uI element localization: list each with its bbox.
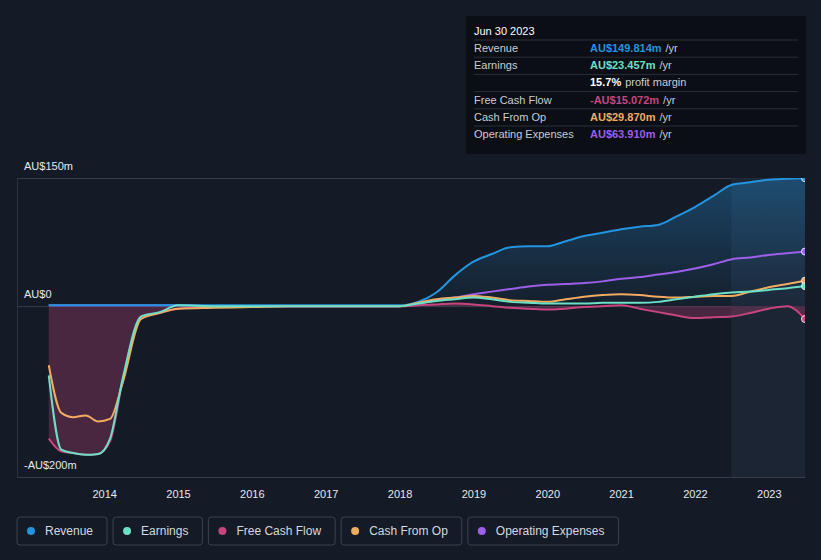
x-tick-label: 2021 [609,488,633,500]
legend-item[interactable]: Free Cash Flow [208,517,335,545]
series-line [49,304,805,455]
tooltip-separator [474,126,798,127]
legend-label: Revenue [45,524,93,538]
tooltip-value: AU$29.870m/yr [590,111,672,123]
legend-item[interactable]: Earnings [113,517,202,545]
y-axis-line [17,179,18,478]
x-tick-label: 2017 [314,488,338,500]
legend-swatch [27,527,35,535]
y-tick-label: AU$0 [24,288,52,300]
x-tick: 2015 [166,477,190,500]
x-tick: 2018 [388,477,412,500]
x-tick-label: 2014 [92,488,116,500]
tooltip-margin-label: profit margin [625,76,686,88]
x-tick-label: 2016 [240,488,264,500]
x-tick: 2017 [314,477,338,500]
tooltip-unit: /yr [663,94,676,106]
end-point [802,248,806,255]
legend-box[interactable] [208,517,335,545]
legend-item[interactable]: Cash From Op [341,517,462,545]
series-line [49,286,805,455]
tooltip-separator [474,91,798,92]
tooltip-margin-value: 15.7% [590,76,621,88]
end-point [802,283,806,290]
revenue-area [49,178,805,306]
x-tick: 2016 [240,477,264,500]
legend-box[interactable] [341,517,462,545]
x-tick-label: 2022 [683,488,707,500]
y-tick-label: -AU$200m [24,459,77,471]
tooltip-margin: 15.7% profit margin [590,76,686,88]
tooltip-value-number: -AU$15.072m [590,94,659,106]
x-tick-label: 2018 [388,488,412,500]
tooltip-date: Jun 30 2023 [474,25,535,37]
tooltip-value: -AU$15.072m/yr [590,94,676,106]
tooltip-label: Cash From Op [474,111,546,123]
tooltip-separator [474,40,798,41]
legend: Revenue Earnings Free Cash Flow Cash From O… [17,517,619,545]
x-tick: 2022 [683,477,707,500]
legend-box[interactable] [17,517,107,545]
tooltip-separator [474,57,798,58]
tooltip-value: AU$63.910m/yr [590,128,672,140]
y-tick: -AU$200m [17,459,805,477]
x-tick: 2023 [757,477,781,500]
end-point [802,178,806,182]
legend-box[interactable] [468,517,619,545]
grid-line [17,477,805,478]
y-tick: AU$150m [17,160,805,178]
tooltip-unit: /yr [659,111,672,123]
x-tick-label: 2023 [757,488,781,500]
tooltip-value-number: AU$63.910m [590,128,656,140]
plot-area [49,178,805,477]
x-tick-label: 2015 [166,488,190,500]
legend-label: Free Cash Flow [236,524,321,538]
tooltip-value-number: AU$149.814m [590,42,662,54]
y-tick-label: AU$150m [24,160,73,172]
background [0,0,821,560]
free-cash-flow-area [49,304,805,455]
tooltip-value: AU$23.457m/yr [590,59,672,71]
legend-label: Earnings [141,524,188,538]
legend-swatch [478,527,486,535]
legend-box[interactable] [113,517,202,545]
x-tick: 2019 [462,477,486,500]
x-tick: 2014 [92,477,116,500]
end-point [802,316,806,323]
tooltip-separator [474,74,798,75]
legend-item[interactable]: Revenue [17,517,107,545]
legend-item[interactable]: Operating Expenses [468,517,619,545]
legend-swatch [218,527,226,535]
legend-swatch [123,527,131,535]
tooltip-label: Earnings [474,59,518,71]
tooltip-separator [474,108,798,109]
y-axis: -AU$200m AU$0 AU$150m [17,160,805,477]
tooltip-label: Operating Expenses [474,128,574,140]
x-tick-label: 2019 [462,488,486,500]
x-axis: 2014 2015 2016 2017 2018 2019 2020 2021 2022 2023 [18,477,806,500]
tooltip-label: Revenue [474,42,518,54]
x-tick: 2020 [536,477,560,500]
tooltip-unit: /yr [666,42,679,54]
legend-swatch [351,527,359,535]
x-tick-label: 2020 [536,488,560,500]
grid-line [17,178,805,179]
legend-label: Cash From Op [369,524,448,538]
series-line [49,178,805,305]
legend-label: Operating Expenses [496,524,605,538]
tooltip-box [466,16,806,154]
chart: -AU$200mAU$0AU$150m201420152016201720182… [0,0,821,560]
tooltip-value: AU$149.814m/yr [590,42,678,54]
tooltip-unit: /yr [659,59,672,71]
tooltip: Jun 30 2023 Revenue AU$149.814m/yr Earnings… [466,16,806,154]
tooltip-label: Free Cash Flow [474,94,552,106]
tooltip-value-number: AU$29.870m [590,111,656,123]
tooltip-unit: /yr [659,128,672,140]
tooltip-value-number: AU$23.457m [590,59,656,71]
x-axis-line [18,477,806,478]
x-tick: 2021 [609,477,633,500]
